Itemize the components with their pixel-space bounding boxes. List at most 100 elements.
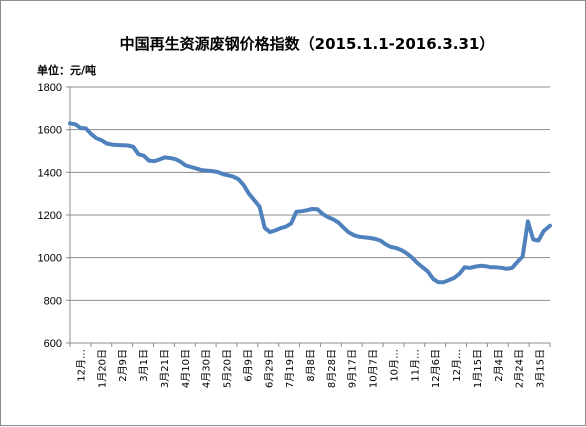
- data-point: [416, 261, 419, 265]
- data-point: [542, 229, 545, 233]
- data-point: [247, 192, 251, 195]
- x-tick-label: 9月17日: [347, 349, 359, 388]
- data-point: [253, 198, 256, 202]
- y-tick-label: 800: [44, 295, 62, 307]
- x-tick-label: 7月19日: [284, 349, 296, 388]
- y-tick-label: 1200: [38, 210, 62, 222]
- data-point: [284, 225, 287, 228]
- data-point: [200, 169, 203, 172]
- x-tick-label: 10月7日: [368, 349, 380, 388]
- data-point: [147, 159, 151, 162]
- x-tick-label: 2月4日: [493, 349, 505, 382]
- data-point: [268, 230, 272, 234]
- data-point: [132, 145, 135, 148]
- data-point: [274, 229, 277, 232]
- data-point: [363, 236, 366, 239]
- x-tick-label: 4月30日: [201, 349, 213, 388]
- data-point: [332, 218, 335, 221]
- data-point: [210, 169, 214, 173]
- data-point: [295, 210, 298, 213]
- data-point: [516, 260, 519, 264]
- data-point: [458, 272, 461, 275]
- data-point: [395, 246, 398, 250]
- data-point: [158, 158, 161, 161]
- data-point: [205, 169, 208, 172]
- data-point: [189, 165, 193, 169]
- data-point: [89, 132, 93, 136]
- y-tick-label: 1400: [38, 167, 62, 179]
- series-line: [68, 121, 552, 285]
- data-point: [110, 143, 114, 146]
- data-point: [437, 281, 440, 284]
- x-tick-label: 1月15日: [472, 349, 484, 388]
- data-point: [74, 123, 77, 126]
- data-point: [321, 212, 324, 216]
- data-point: [168, 156, 172, 160]
- x-tick-label: 12月6日: [430, 349, 442, 388]
- x-tick-label: 1月20日: [96, 349, 108, 388]
- data-point: [237, 178, 240, 181]
- data-point: [337, 221, 340, 224]
- x-tick-label: 6月9日: [242, 349, 254, 382]
- data-point: [421, 266, 424, 269]
- data-point: [142, 154, 145, 157]
- data-point: [79, 126, 82, 130]
- data-point: [100, 139, 103, 142]
- gridlines: [70, 86, 550, 344]
- data-point: [163, 156, 166, 159]
- data-point: [384, 243, 387, 246]
- data-point: [195, 167, 198, 170]
- data-point: [548, 224, 552, 227]
- data-point: [310, 207, 314, 211]
- data-point: [121, 144, 124, 147]
- data-point: [400, 249, 403, 252]
- data-point: [447, 278, 451, 282]
- x-tick-label: 5月20日: [222, 349, 234, 388]
- data-point: [432, 277, 435, 281]
- data-point: [537, 239, 540, 242]
- data-point: [532, 238, 535, 241]
- data-point: [258, 205, 261, 208]
- x-tick-label: 8月8日: [305, 349, 317, 382]
- data-point: [326, 215, 330, 219]
- data-point: [84, 127, 88, 130]
- data-point: [500, 266, 503, 270]
- data-point: [510, 266, 514, 270]
- data-point: [410, 256, 414, 259]
- data-point: [347, 231, 351, 234]
- y-tick-label: 1800: [38, 82, 62, 94]
- data-point: [474, 265, 477, 268]
- data-point: [153, 160, 156, 163]
- x-tick-label: 8月28日: [326, 349, 338, 388]
- data-point: [305, 209, 308, 212]
- x-tick-label: 2月9日: [117, 349, 129, 382]
- x-tick-label: 12月…: [451, 349, 463, 382]
- data-point: [358, 235, 361, 238]
- data-point: [226, 174, 230, 177]
- data-point: [526, 220, 530, 223]
- data-point: [300, 210, 303, 213]
- y-tick-label: 1000: [38, 253, 62, 265]
- unit-label: 单位：元/吨: [37, 63, 96, 77]
- y-axis-ticks: 600 800 1000 1200 1400 1600 1800: [38, 82, 70, 350]
- data-point: [137, 153, 140, 156]
- x-tick-label: 4月10日: [180, 349, 192, 388]
- data-point: [389, 245, 393, 249]
- x-axis-ticks: 12月… 1月20日 2月9日 3月1日 3月21日 4月10日 4月30日 5月20日 6月9…: [69, 343, 551, 388]
- data-point: [95, 137, 98, 140]
- data-point: [116, 143, 119, 147]
- data-point: [342, 226, 345, 229]
- x-tick-label: 12月…: [75, 349, 87, 382]
- data-point: [405, 252, 408, 255]
- data-point: [184, 164, 187, 167]
- data-point: [216, 170, 219, 174]
- x-tick-label: 2月24日: [514, 349, 526, 388]
- data-point: [289, 222, 293, 225]
- data-point: [105, 142, 109, 145]
- chart-title: 中国再生资源废钢价格指数（2015.1.1-2016.3.31）: [120, 35, 495, 53]
- x-tick-label: 10月…: [388, 349, 400, 382]
- data-point: [263, 226, 266, 229]
- y-tick-label: 600: [44, 338, 62, 350]
- x-tick-label: 6月29日: [263, 349, 275, 388]
